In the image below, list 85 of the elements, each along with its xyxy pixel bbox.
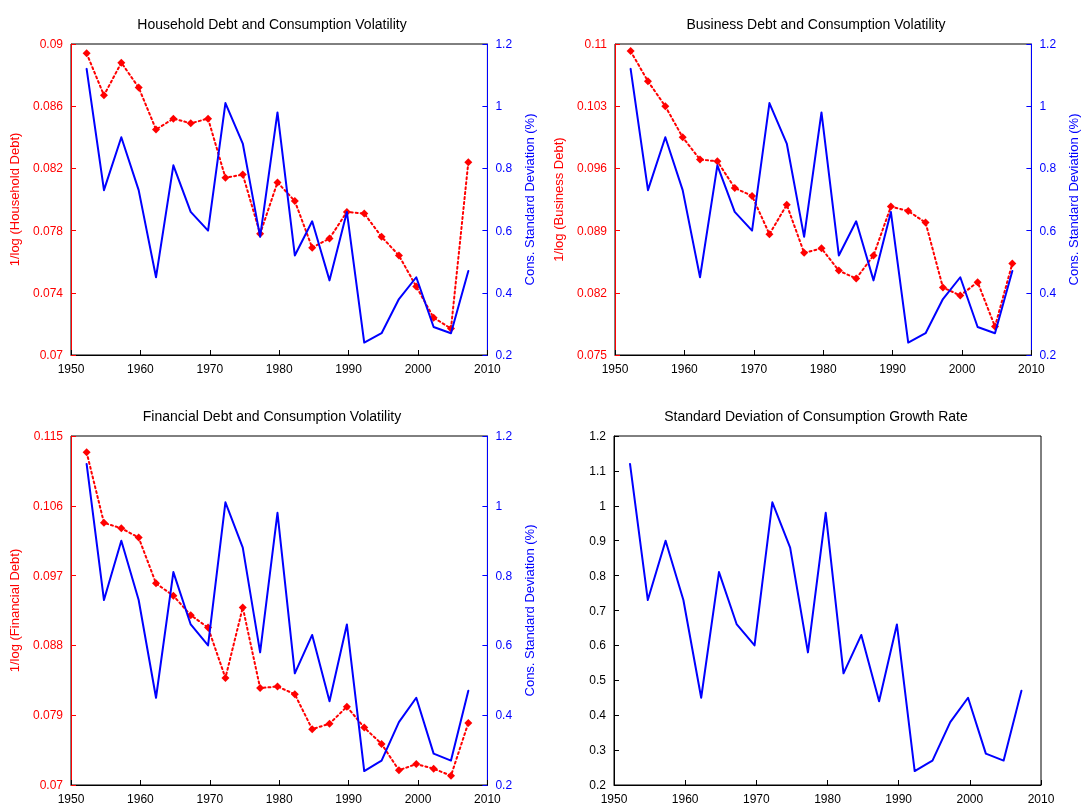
y2-tick-label: 0.8 bbox=[495, 161, 513, 176]
y2-tick-label: 0.2 bbox=[495, 348, 513, 362]
x-tick-label: 1960 bbox=[127, 792, 155, 805]
y-tick-label: 0.074 bbox=[32, 285, 64, 300]
y-tick-label: 1.1 bbox=[589, 463, 607, 478]
y-tick-label: 0.086 bbox=[32, 99, 64, 114]
x-tick-label: 2000 bbox=[404, 792, 432, 805]
x-tick-label: 2010 bbox=[1018, 362, 1046, 376]
x-tick-label: 2010 bbox=[1027, 792, 1055, 805]
y-tick-label: 0.07 bbox=[39, 348, 64, 362]
y-tick-label: 0.106 bbox=[32, 498, 64, 513]
x-tick-label: 1980 bbox=[814, 792, 842, 805]
y-tick-label: 0.103 bbox=[576, 99, 608, 114]
x-tick-label: 1980 bbox=[265, 362, 293, 376]
y-tick-label: 0.09 bbox=[39, 37, 64, 51]
y2-tick-label: 1.2 bbox=[495, 37, 513, 51]
y2-tick-label: 1 bbox=[495, 99, 503, 114]
y-axis-title: 1/log (Financial Debt) bbox=[7, 548, 22, 673]
y2-tick-label: 1.2 bbox=[495, 429, 513, 443]
x-tick-label: 1990 bbox=[879, 362, 907, 376]
x-tick-label: 1990 bbox=[885, 792, 913, 805]
y-tick-label: 0.5 bbox=[589, 673, 607, 688]
y-tick-label: 0.096 bbox=[576, 161, 608, 176]
y-tick-label: 0.6 bbox=[589, 638, 607, 653]
y-tick-label: 0.079 bbox=[32, 708, 64, 723]
x-tick-label: 2010 bbox=[474, 792, 502, 805]
y2-tick-label: 0.4 bbox=[495, 708, 513, 723]
x-tick-label: 1970 bbox=[196, 362, 224, 376]
y-tick-label: 0.4 bbox=[589, 708, 607, 723]
x-tick-label: 2010 bbox=[474, 362, 502, 376]
x-tick-label: 2000 bbox=[948, 362, 976, 376]
y2-axis-title: Cons. Standard Deviation (%) bbox=[522, 113, 537, 286]
y2-tick-label: 0.6 bbox=[1039, 223, 1057, 238]
y-tick-label: 0.078 bbox=[32, 223, 64, 238]
x-tick-label: 1950 bbox=[57, 362, 85, 376]
y-tick-label: 0.9 bbox=[589, 533, 607, 548]
y2-tick-label: 0.2 bbox=[1039, 348, 1057, 362]
y-tick-label: 1 bbox=[599, 498, 607, 513]
x-tick-label: 1970 bbox=[740, 362, 768, 376]
y-tick-label: 0.089 bbox=[576, 223, 608, 238]
y2-tick-label: 1 bbox=[495, 498, 503, 513]
y-tick-label: 0.097 bbox=[32, 568, 64, 583]
x-tick-label: 1980 bbox=[809, 362, 837, 376]
y2-axis-title: Cons. Standard Deviation (%) bbox=[522, 524, 537, 697]
y-tick-label: 0.082 bbox=[32, 161, 64, 176]
y2-tick-label: 0.6 bbox=[495, 638, 513, 653]
x-tick-label: 1960 bbox=[671, 362, 699, 376]
x-tick-label: 1950 bbox=[600, 792, 628, 805]
y2-tick-label: 0.8 bbox=[1039, 161, 1057, 176]
x-tick-label: 1960 bbox=[127, 362, 155, 376]
x-tick-label: 1990 bbox=[335, 792, 363, 805]
y-axis-title: 1/log (Business Debt) bbox=[551, 137, 566, 262]
y2-tick-label: 0.8 bbox=[495, 568, 513, 583]
y2-axis-title: Cons. Standard Deviation (%) bbox=[1066, 113, 1081, 286]
y2-tick-label: 1 bbox=[1039, 99, 1047, 114]
x-tick-label: 1950 bbox=[601, 362, 629, 376]
y-tick-label: 0.088 bbox=[32, 638, 64, 653]
x-tick-label: 1950 bbox=[57, 792, 85, 805]
x-tick-label: 1970 bbox=[742, 792, 770, 805]
y-axis-title: 1/log (Household Debt) bbox=[7, 132, 22, 267]
y2-tick-label: 0.4 bbox=[1039, 285, 1057, 300]
y-tick-label: 0.8 bbox=[589, 568, 607, 583]
y-tick-label: 0.07 bbox=[39, 778, 64, 792]
x-tick-label: 1990 bbox=[335, 362, 363, 376]
y-tick-label: 0.115 bbox=[33, 429, 64, 443]
y-tick-label: 0.7 bbox=[589, 603, 607, 618]
y2-tick-label: 0.4 bbox=[495, 285, 513, 300]
x-tick-label: 1970 bbox=[196, 792, 224, 805]
y-tick-label: 1.2 bbox=[589, 429, 607, 443]
y-tick-label: 0.082 bbox=[576, 285, 608, 300]
y2-tick-label: 0.2 bbox=[495, 778, 513, 792]
x-tick-label: 2000 bbox=[956, 792, 984, 805]
x-tick-label: 2000 bbox=[404, 362, 432, 376]
y-tick-label: 0.075 bbox=[576, 348, 608, 362]
y2-tick-label: 1.2 bbox=[1039, 37, 1057, 51]
chart-title: Financial Debt and Consumption Volatility bbox=[142, 408, 402, 424]
x-tick-label: 1980 bbox=[265, 792, 293, 805]
x-tick-label: 1960 bbox=[671, 792, 699, 805]
chart-title: Household Debt and Consumption Volatility bbox=[137, 16, 407, 32]
chart-title: Standard Deviation of Consumption Growth Rate bbox=[664, 408, 968, 424]
y-tick-label: 0.2 bbox=[589, 778, 607, 792]
y-tick-label: 0.3 bbox=[589, 743, 607, 758]
chart-title: Business Debt and Consumption Volatility bbox=[686, 16, 946, 32]
y2-tick-label: 0.6 bbox=[495, 223, 513, 238]
y-tick-label: 0.11 bbox=[584, 37, 608, 51]
